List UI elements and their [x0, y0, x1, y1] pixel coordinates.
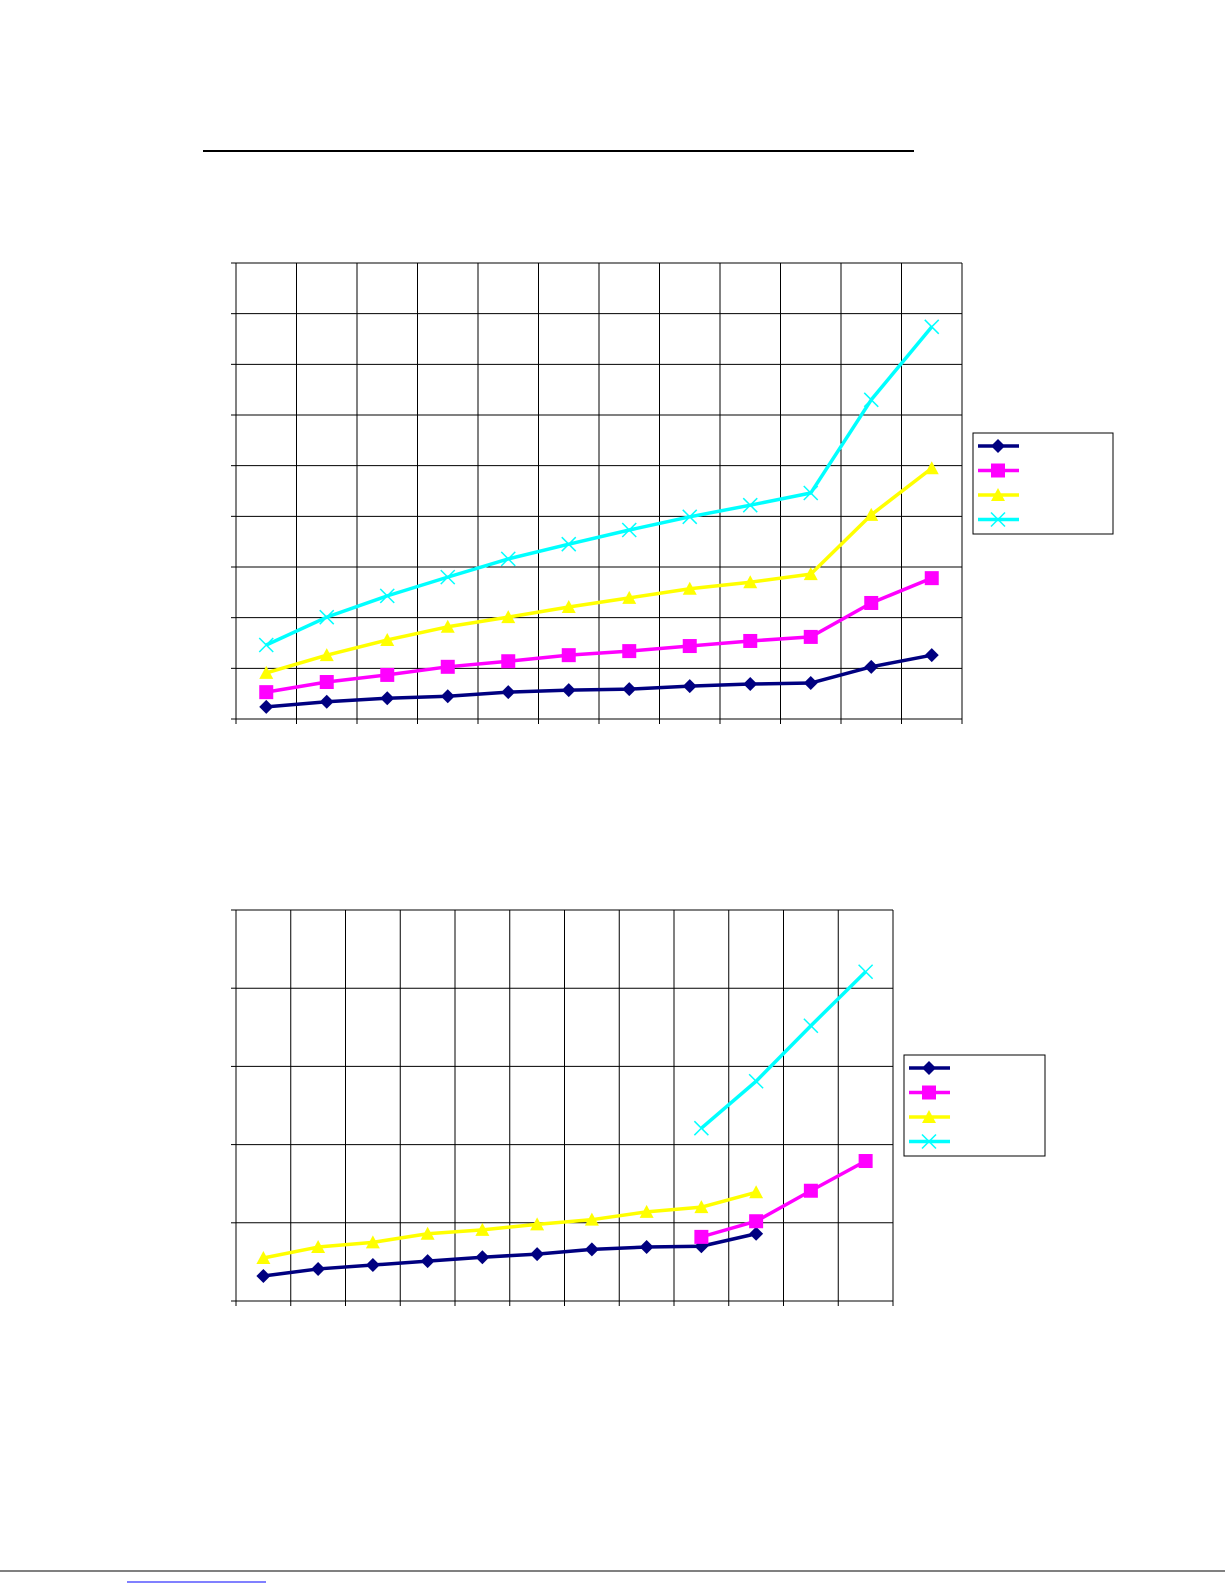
- marker: [743, 575, 758, 589]
- marker: [311, 1261, 326, 1276]
- marker: [622, 682, 637, 697]
- marker: [319, 609, 335, 625]
- marker: [584, 1242, 599, 1257]
- chart: [231, 262, 1114, 724]
- marker: [858, 964, 874, 980]
- series-line: [265, 325, 934, 647]
- marker: [501, 654, 516, 669]
- marker: [748, 1073, 764, 1089]
- marker: [259, 685, 274, 700]
- marker: [501, 685, 516, 700]
- series-line: [263, 1232, 757, 1278]
- marker: [311, 1240, 326, 1254]
- marker: [440, 689, 455, 704]
- marker: [530, 1217, 545, 1231]
- legend-marker: [922, 1061, 936, 1075]
- marker: [561, 683, 576, 698]
- marker: [924, 571, 939, 586]
- chart: [231, 909, 1046, 1306]
- legend-marker: [990, 511, 1006, 528]
- marker: [621, 522, 637, 538]
- marker: [694, 1229, 709, 1244]
- series-line: [265, 576, 933, 694]
- marker: [584, 1212, 599, 1226]
- marker: [682, 639, 697, 654]
- legend-marker: [922, 1085, 936, 1100]
- marker: [420, 1226, 435, 1240]
- series-line: [266, 653, 933, 709]
- marker: [803, 1018, 819, 1034]
- marker: [420, 1254, 435, 1269]
- marker: [803, 567, 818, 581]
- marker: [742, 497, 758, 513]
- marker: [561, 648, 576, 663]
- marker: [475, 1222, 490, 1236]
- marker: [693, 1120, 709, 1136]
- marker: [380, 667, 395, 682]
- marker: [440, 619, 455, 633]
- marker: [365, 1258, 380, 1273]
- series-line: [263, 1190, 757, 1260]
- marker: [749, 1226, 764, 1241]
- marker: [803, 676, 818, 691]
- legend-marker: [991, 439, 1005, 453]
- marker: [682, 509, 698, 525]
- marker: [864, 507, 879, 521]
- marker: [259, 699, 274, 714]
- marker: [863, 392, 879, 408]
- marker: [256, 1250, 271, 1264]
- marker: [500, 551, 516, 567]
- marker: [924, 461, 939, 475]
- marker: [475, 1250, 490, 1265]
- marker: [258, 637, 274, 653]
- legend-marker: [922, 1110, 936, 1123]
- legend-marker: [991, 488, 1005, 501]
- series-line: [265, 466, 933, 675]
- legend-marker: [991, 463, 1005, 478]
- marker: [561, 536, 577, 552]
- marker: [440, 659, 455, 674]
- marker: [622, 590, 637, 604]
- marker: [803, 1183, 818, 1198]
- marker: [682, 581, 697, 595]
- marker: [319, 694, 334, 709]
- marker: [743, 677, 758, 692]
- series-line: [700, 970, 867, 1130]
- marker: [803, 485, 819, 501]
- marker: [380, 691, 395, 706]
- marker: [864, 595, 879, 610]
- marker: [319, 648, 334, 662]
- marker: [319, 675, 334, 690]
- marker: [924, 648, 939, 663]
- marker: [864, 659, 879, 674]
- marker: [682, 679, 697, 694]
- marker: [379, 588, 395, 604]
- marker: [803, 629, 818, 644]
- marker: [694, 1200, 709, 1214]
- marker: [259, 665, 274, 679]
- marker: [749, 1185, 764, 1199]
- marker: [639, 1204, 654, 1218]
- marker: [256, 1268, 271, 1283]
- marker: [749, 1214, 764, 1229]
- marker: [380, 632, 395, 646]
- marker: [440, 569, 456, 585]
- marker: [622, 644, 637, 659]
- marker: [561, 600, 576, 614]
- legend-marker: [921, 1133, 937, 1150]
- marker: [501, 610, 516, 624]
- series-line: [700, 1159, 867, 1239]
- marker: [530, 1247, 545, 1262]
- marker: [365, 1235, 380, 1249]
- marker: [743, 633, 758, 648]
- marker: [858, 1154, 873, 1169]
- marker: [924, 319, 940, 335]
- marker: [639, 1240, 654, 1255]
